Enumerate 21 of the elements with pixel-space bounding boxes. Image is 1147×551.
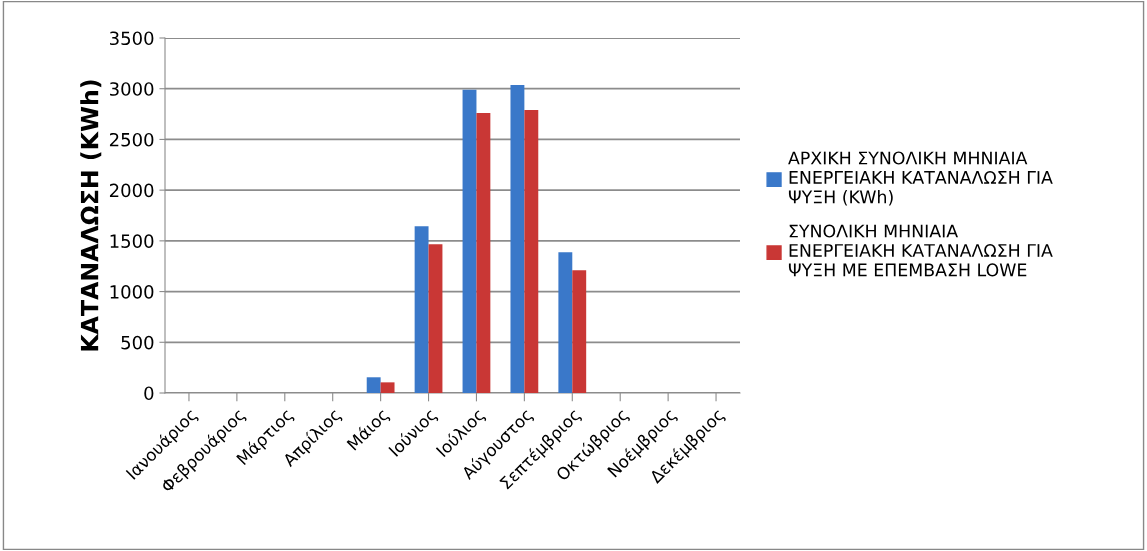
bar (462, 89, 477, 393)
bar (476, 113, 491, 393)
legend-label: ΑΡΧΙΚΗ ΣΥΝΟΛΙΚΗ ΜΗΝΙΑΙΑ ΕΝΕΡΓΕΙΑΚΗ ΚΑΤΑΝΑΛΩΣΗ ΓΙΑ ΨΥΞΗ (KWh) (788, 151, 1053, 206)
bar (510, 85, 525, 393)
y-tick-label: 3500 (110, 31, 154, 46)
bar (524, 110, 539, 393)
bar (366, 377, 381, 393)
bar (558, 252, 573, 393)
y-tick-label: 3000 (110, 82, 154, 96)
y-tick-label: 2000 (109, 183, 154, 198)
bar (380, 382, 395, 393)
y-tick-label: 500 (121, 335, 154, 350)
bar (414, 226, 429, 393)
y-tick-label: 0 (144, 386, 154, 401)
legend-label: ΣΥΝΟΛΙΚΗ ΜΗΝΙΑΙΑ ΕΝΕΡΓΕΙΑΚΗ ΚΑΤΑΝΑΛΩΣΗ ΓΙΑ ΨΥΞΗ ΜΕ ΕΠΕΜΒΑΣΗ LOWE (788, 224, 1053, 277)
y-tick-label: 1000 (110, 285, 154, 299)
y-tick-label: 2500 (109, 132, 154, 147)
y-tick-label: 1500 (110, 234, 154, 248)
bar (428, 244, 443, 393)
bar (572, 270, 587, 393)
y-axis-title: ΚΑΤΑΝΑΛΩΣΗ (KWh) (80, 80, 102, 351)
